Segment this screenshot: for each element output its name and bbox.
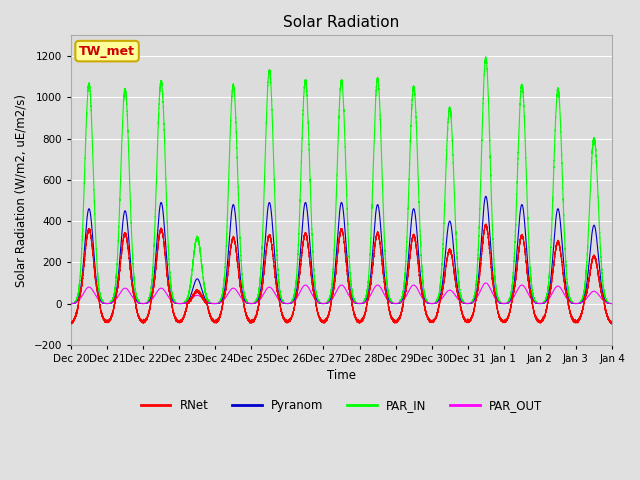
Line: RNet: RNet — [71, 224, 612, 324]
PAR_OUT — [608, 300, 616, 306]
RNet — [413, 244, 420, 250]
PAR_IN — [67, 300, 75, 306]
Line: PAR_OUT: PAR_OUT — [71, 283, 612, 303]
PAR_OUT — [482, 280, 490, 286]
Pyranom — [95, 295, 103, 301]
RNet — [488, 276, 496, 282]
Pyranom — [509, 287, 517, 293]
Pyranom — [482, 193, 490, 199]
Line: Pyranom: Pyranom — [71, 196, 612, 304]
Pyranom — [67, 301, 75, 307]
PAR_IN — [474, 259, 481, 265]
Title: Solar Radiation: Solar Radiation — [284, 15, 399, 30]
PAR_IN — [608, 300, 616, 306]
PAR_IN — [95, 288, 103, 294]
PAR_IN — [482, 54, 490, 60]
RNet — [474, 288, 481, 293]
RNet — [67, 320, 75, 325]
PAR_OUT — [488, 290, 496, 296]
RNet — [502, 319, 509, 325]
Pyranom — [413, 223, 420, 228]
PAR_IN — [509, 270, 517, 276]
Text: TW_met: TW_met — [79, 45, 135, 58]
Pyranom — [502, 300, 509, 306]
Pyranom — [488, 266, 496, 272]
Pyranom — [608, 301, 616, 307]
RNet — [608, 321, 616, 327]
PAR_OUT — [509, 295, 517, 301]
PAR_IN — [413, 124, 420, 130]
Line: PAR_IN: PAR_IN — [71, 57, 612, 304]
PAR_IN — [108, 301, 115, 307]
PAR_OUT — [67, 300, 75, 306]
Y-axis label: Solar Radiation (W/m2, uE/m2/s): Solar Radiation (W/m2, uE/m2/s) — [15, 94, 28, 287]
PAR_IN — [502, 300, 509, 306]
RNet — [608, 321, 616, 327]
Legend: RNet, Pyranom, PAR_IN, PAR_OUT: RNet, Pyranom, PAR_IN, PAR_OUT — [136, 394, 547, 416]
RNet — [483, 221, 490, 227]
PAR_OUT — [95, 298, 103, 303]
RNet — [509, 291, 517, 297]
PAR_OUT — [474, 294, 481, 300]
X-axis label: Time: Time — [327, 370, 356, 383]
PAR_IN — [488, 223, 496, 228]
PAR_OUT — [502, 300, 509, 306]
Pyranom — [474, 283, 481, 288]
RNet — [95, 299, 103, 305]
PAR_OUT — [413, 284, 420, 290]
